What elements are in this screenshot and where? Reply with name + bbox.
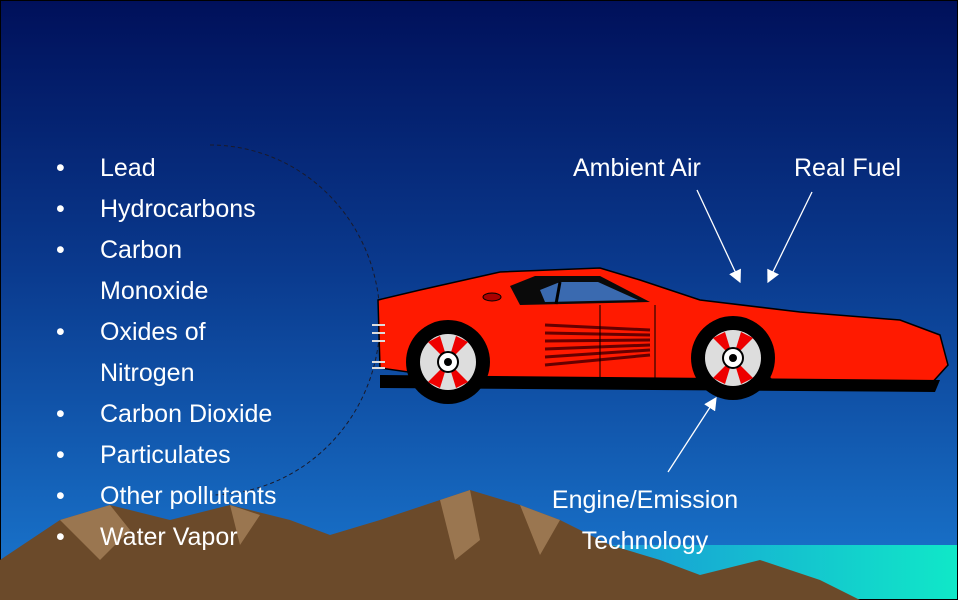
slide: • Lead • Hydrocarbons • CarbonMonoxide • Oxides… (0, 0, 958, 600)
list-item: • Particulates (56, 435, 277, 476)
bullet: • (56, 230, 65, 271)
label-ambient-air: Ambient Air (573, 148, 701, 189)
list-item: • Hydrocarbons (56, 189, 277, 230)
wheel (691, 316, 775, 400)
item-text: Oxides of (100, 312, 277, 353)
list-item: • Other pollutants (56, 476, 277, 517)
list-item: • Water Vapor (56, 517, 277, 558)
bullet: • (56, 148, 65, 189)
label-line: Technology (540, 521, 750, 562)
item-text: Nitrogen (100, 353, 277, 394)
list-item: • Carbon Dioxide (56, 394, 277, 435)
wheel (406, 320, 490, 404)
item-text: Lead (100, 148, 277, 189)
item-text: Water Vapor (100, 517, 277, 558)
item-text: Particulates (100, 435, 277, 476)
label-line: Engine/Emission (540, 480, 750, 521)
bullet: • (56, 517, 65, 558)
label-real-fuel: Real Fuel (794, 148, 901, 189)
bullet: • (56, 435, 65, 476)
bullet: • (56, 189, 65, 230)
list-item: • Lead (56, 148, 277, 189)
item-text: Carbon Dioxide (100, 394, 277, 435)
item-text: Monoxide (100, 271, 277, 312)
bullet: • (56, 476, 65, 517)
bullet: • (56, 394, 65, 435)
bullet: • (56, 312, 65, 353)
item-text: Carbon (100, 230, 277, 271)
item-text: Other pollutants (100, 476, 277, 517)
item-text: Hydrocarbons (100, 189, 277, 230)
